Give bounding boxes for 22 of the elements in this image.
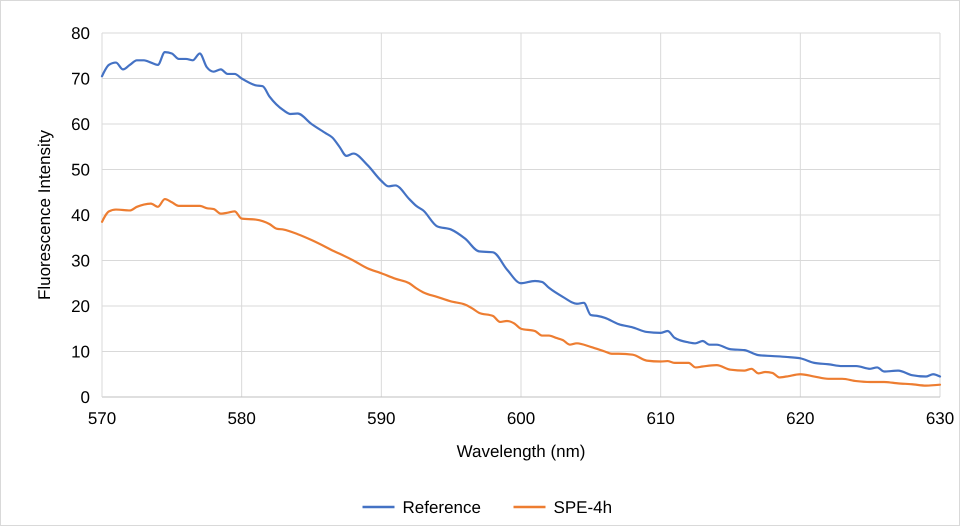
- y-tick-label: 40: [71, 206, 90, 225]
- x-tick-label: 630: [926, 409, 954, 428]
- x-tick-label: 580: [227, 409, 256, 428]
- x-tick-label: 600: [506, 409, 536, 428]
- y-tick-label: 60: [71, 114, 90, 134]
- y-tick-label: 20: [71, 296, 90, 316]
- line-series: [100, 198, 942, 387]
- legend-label: SPE-4h: [554, 498, 612, 517]
- y-tick-label: 80: [71, 24, 90, 43]
- y-tick-label: 70: [71, 69, 90, 88]
- x-tick-label: 570: [88, 409, 116, 428]
- legend-label: Reference: [402, 498, 481, 517]
- y-axis-title: Fluorescence Intensity: [35, 129, 54, 300]
- x-tick-label: 590: [367, 409, 396, 428]
- y-tick-label: 30: [71, 251, 90, 270]
- x-tick-label: 620: [786, 409, 815, 428]
- y-tick-label: 0: [80, 388, 90, 407]
- y-tick-label: 50: [71, 160, 90, 180]
- x-axis-title: Wavelength (nm): [456, 442, 586, 461]
- y-tick-label: 10: [71, 342, 90, 362]
- x-tick-label: 610: [646, 409, 675, 428]
- line-series: [100, 51, 942, 378]
